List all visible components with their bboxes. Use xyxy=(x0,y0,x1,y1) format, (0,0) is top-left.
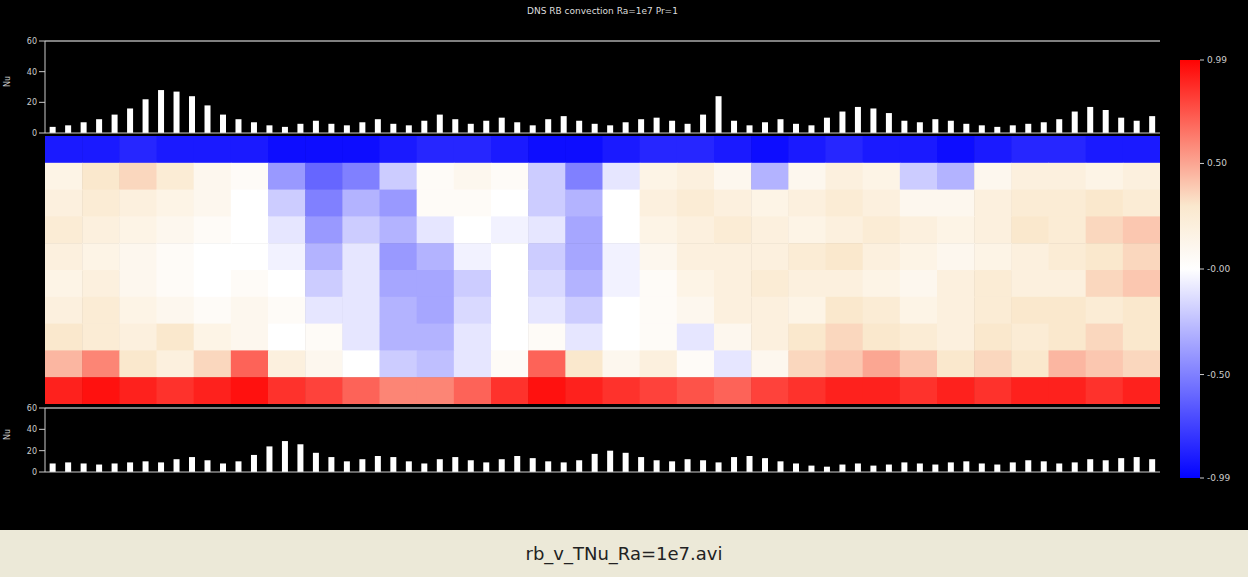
svg-text:-0.99: -0.99 xyxy=(1207,473,1231,483)
svg-text:20: 20 xyxy=(27,447,37,456)
html-text:DNS RB convection Ra=1e7 Pr=1: DNS RB convection Ra=1e7 Pr=1 xyxy=(527,6,678,16)
svg-text:20: 20 xyxy=(27,98,37,107)
html-text:rb_v_TNu_Ra=1e7.avi: rb_v_TNu_Ra=1e7.avi xyxy=(525,543,723,564)
svg-text:-0.50: -0.50 xyxy=(1207,370,1231,380)
svg-text:40: 40 xyxy=(27,68,37,77)
svg-text:Nu: Nu xyxy=(3,429,12,440)
svg-text:0.50: 0.50 xyxy=(1207,158,1227,168)
svg-text:60: 60 xyxy=(27,404,37,413)
svg-text:-0.00: -0.00 xyxy=(1207,264,1231,274)
svg-text:0: 0 xyxy=(32,468,37,477)
svg-text:60: 60 xyxy=(27,37,37,46)
svg-text:0.99: 0.99 xyxy=(1207,55,1227,65)
svg-text:0: 0 xyxy=(32,129,37,138)
svg-text:40: 40 xyxy=(27,425,37,434)
svg-text:Nu: Nu xyxy=(3,76,12,87)
